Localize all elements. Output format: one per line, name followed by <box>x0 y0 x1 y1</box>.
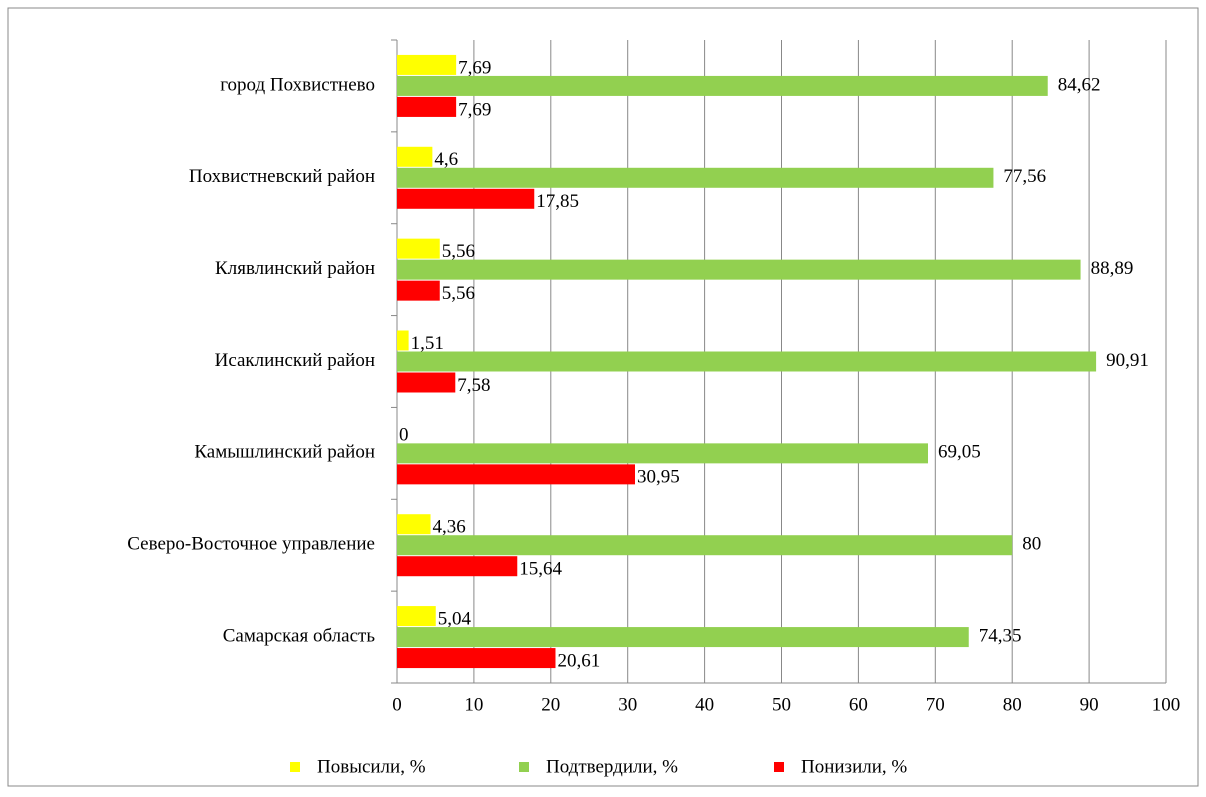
y-tick-label: город Похвистнево <box>220 74 375 95</box>
legend-swatch <box>774 762 784 772</box>
bar <box>397 54 457 75</box>
x-tick-label: 0 <box>392 694 402 715</box>
chart-frame <box>7 7 1199 787</box>
x-tick-label: 100 <box>1152 694 1181 715</box>
bar <box>397 556 518 577</box>
bar <box>397 330 409 351</box>
bar <box>397 238 440 259</box>
y-tick-label: Похвистневский район <box>189 166 375 187</box>
x-tick-label: 20 <box>541 694 560 715</box>
bar <box>397 167 994 188</box>
y-tick-label: Камышлинский район <box>194 442 375 463</box>
data-label: 1,51 <box>411 333 444 354</box>
bar <box>397 464 636 485</box>
bar <box>397 606 436 627</box>
data-label: 69,05 <box>938 442 981 463</box>
data-label: 30,95 <box>637 467 680 488</box>
data-label: 4,36 <box>433 517 466 538</box>
x-tick-label: 50 <box>772 694 791 715</box>
bar <box>397 514 431 535</box>
bar <box>397 280 440 301</box>
x-tick-label: 90 <box>1080 694 1099 715</box>
legend-label: Подтвердили, % <box>546 756 678 777</box>
x-tick-label: 30 <box>618 694 637 715</box>
y-tick-label: Самарская область <box>223 625 376 646</box>
legend-swatch <box>290 762 300 772</box>
bar <box>397 535 1013 556</box>
data-label: 88,89 <box>1091 258 1134 279</box>
data-label: 5,56 <box>442 283 475 304</box>
x-tick-label: 80 <box>1003 694 1022 715</box>
legend-label: Понизили, % <box>801 756 907 777</box>
data-label: 90,91 <box>1106 350 1149 371</box>
legend-swatch <box>519 762 529 772</box>
bar <box>397 188 535 209</box>
x-tick-label: 70 <box>926 694 945 715</box>
data-label: 84,62 <box>1058 74 1101 95</box>
data-label: 77,56 <box>1003 166 1046 187</box>
data-label: 74,35 <box>979 625 1022 646</box>
legend-label: Повысили, % <box>317 756 426 777</box>
x-tick-label: 60 <box>849 694 868 715</box>
bar <box>397 372 456 393</box>
data-label: 5,56 <box>442 241 475 262</box>
bar <box>397 259 1081 280</box>
data-label: 17,85 <box>536 191 579 212</box>
data-label: 80 <box>1022 534 1041 555</box>
data-label: 0 <box>399 425 409 446</box>
bar <box>397 443 928 464</box>
y-tick-label: Исаклинский район <box>215 350 375 371</box>
bar <box>397 75 1048 96</box>
bar <box>397 351 1097 372</box>
bar <box>397 627 969 648</box>
data-label: 5,04 <box>438 608 472 629</box>
data-label: 15,64 <box>519 559 562 580</box>
bar <box>397 146 433 167</box>
y-tick-label: Северо-Восточное управление <box>127 534 375 555</box>
x-tick-label: 10 <box>464 694 483 715</box>
data-label: 7,58 <box>457 375 490 396</box>
data-label: 7,69 <box>458 57 491 78</box>
x-tick-label: 40 <box>695 694 714 715</box>
y-tick-label: Клявлинский район <box>215 258 375 279</box>
data-label: 20,61 <box>557 650 600 671</box>
bar <box>397 96 457 117</box>
bar <box>397 648 556 669</box>
data-label: 4,6 <box>434 149 458 170</box>
data-label: 7,69 <box>458 99 491 120</box>
